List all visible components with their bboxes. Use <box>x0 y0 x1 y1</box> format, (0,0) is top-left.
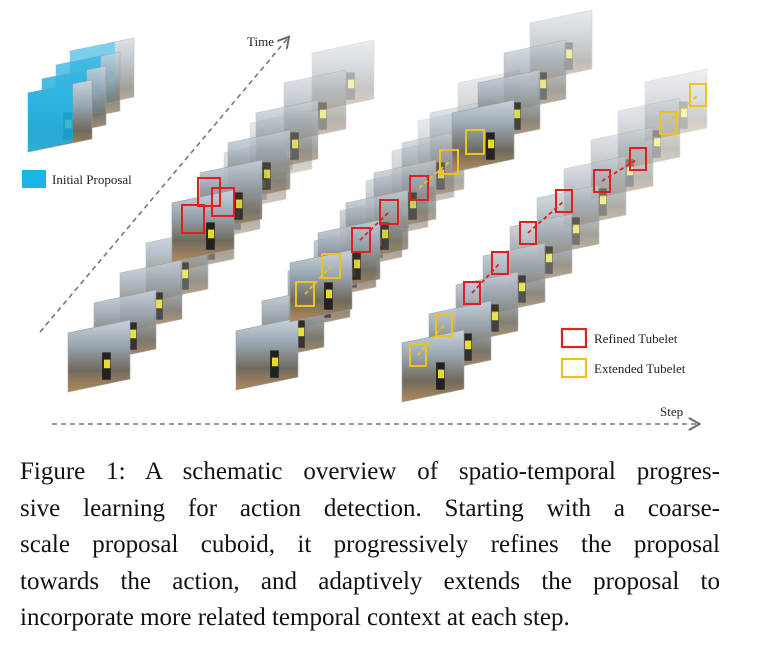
caption-line: towards the action, and adaptively exten… <box>20 567 720 595</box>
extended-tubelet-box <box>295 281 315 307</box>
extended-tubelet-box <box>689 83 707 107</box>
refined-tubelet-box <box>593 169 611 193</box>
figure-illustration: Time Step Initial Proposal Refined Tubel… <box>22 9 708 450</box>
tubelet-boxes <box>181 83 707 367</box>
refined-tubelet-box <box>519 221 537 245</box>
refined-tubelet-box <box>409 175 429 201</box>
tubelet-link <box>527 200 565 234</box>
refined-tubelet-box <box>555 189 573 213</box>
legend-swatch-initial <box>22 170 46 188</box>
extended-tubelet-box <box>409 343 427 367</box>
caption-line: scale proposal cuboid, it progressively … <box>20 531 720 558</box>
video-frame <box>27 79 93 153</box>
refined-tubelet-box <box>351 227 371 253</box>
extended-tubelet-box <box>435 313 453 337</box>
step-axis-label: Step <box>660 404 683 419</box>
extended-tubelet-box <box>659 111 677 135</box>
refined-tubelet-box <box>491 251 509 275</box>
legend-swatch-refined <box>560 327 588 349</box>
video-frame <box>67 319 131 393</box>
extended-tubelet-box <box>321 253 341 279</box>
refined-tubelet-box <box>629 147 647 171</box>
tubelet-link <box>601 158 639 182</box>
refined-tubelet-box <box>463 281 481 305</box>
refined-tubelet-box <box>197 177 221 207</box>
refined-tubelet-box <box>181 204 205 234</box>
tubelet-link <box>304 265 332 295</box>
refined-tubelet-box <box>379 199 399 225</box>
caption-line: Figure 1: A schematic overview of spatio… <box>20 458 720 485</box>
legend-label-refined: Refined Tubelet <box>594 331 678 346</box>
extended-tubelet-box <box>465 129 485 155</box>
caption-line: sive learning for action detection. Star… <box>20 494 720 522</box>
time-axis <box>39 38 288 333</box>
extended-tubelet-box <box>439 149 459 175</box>
time-axis-label: Time <box>247 34 274 49</box>
caption-line: incorporate more related temporal contex… <box>20 604 570 631</box>
video-frame <box>235 317 299 391</box>
legend-swatch-extended <box>560 357 588 379</box>
video-frame <box>401 329 465 403</box>
legend-label-extended: Extended Tubelet <box>594 361 686 376</box>
refined-tubelet-box <box>211 187 235 217</box>
legend-label-initial: Initial Proposal <box>52 172 132 187</box>
figure-caption: Figure 1: A schematic overview of spatio… <box>20 454 720 637</box>
